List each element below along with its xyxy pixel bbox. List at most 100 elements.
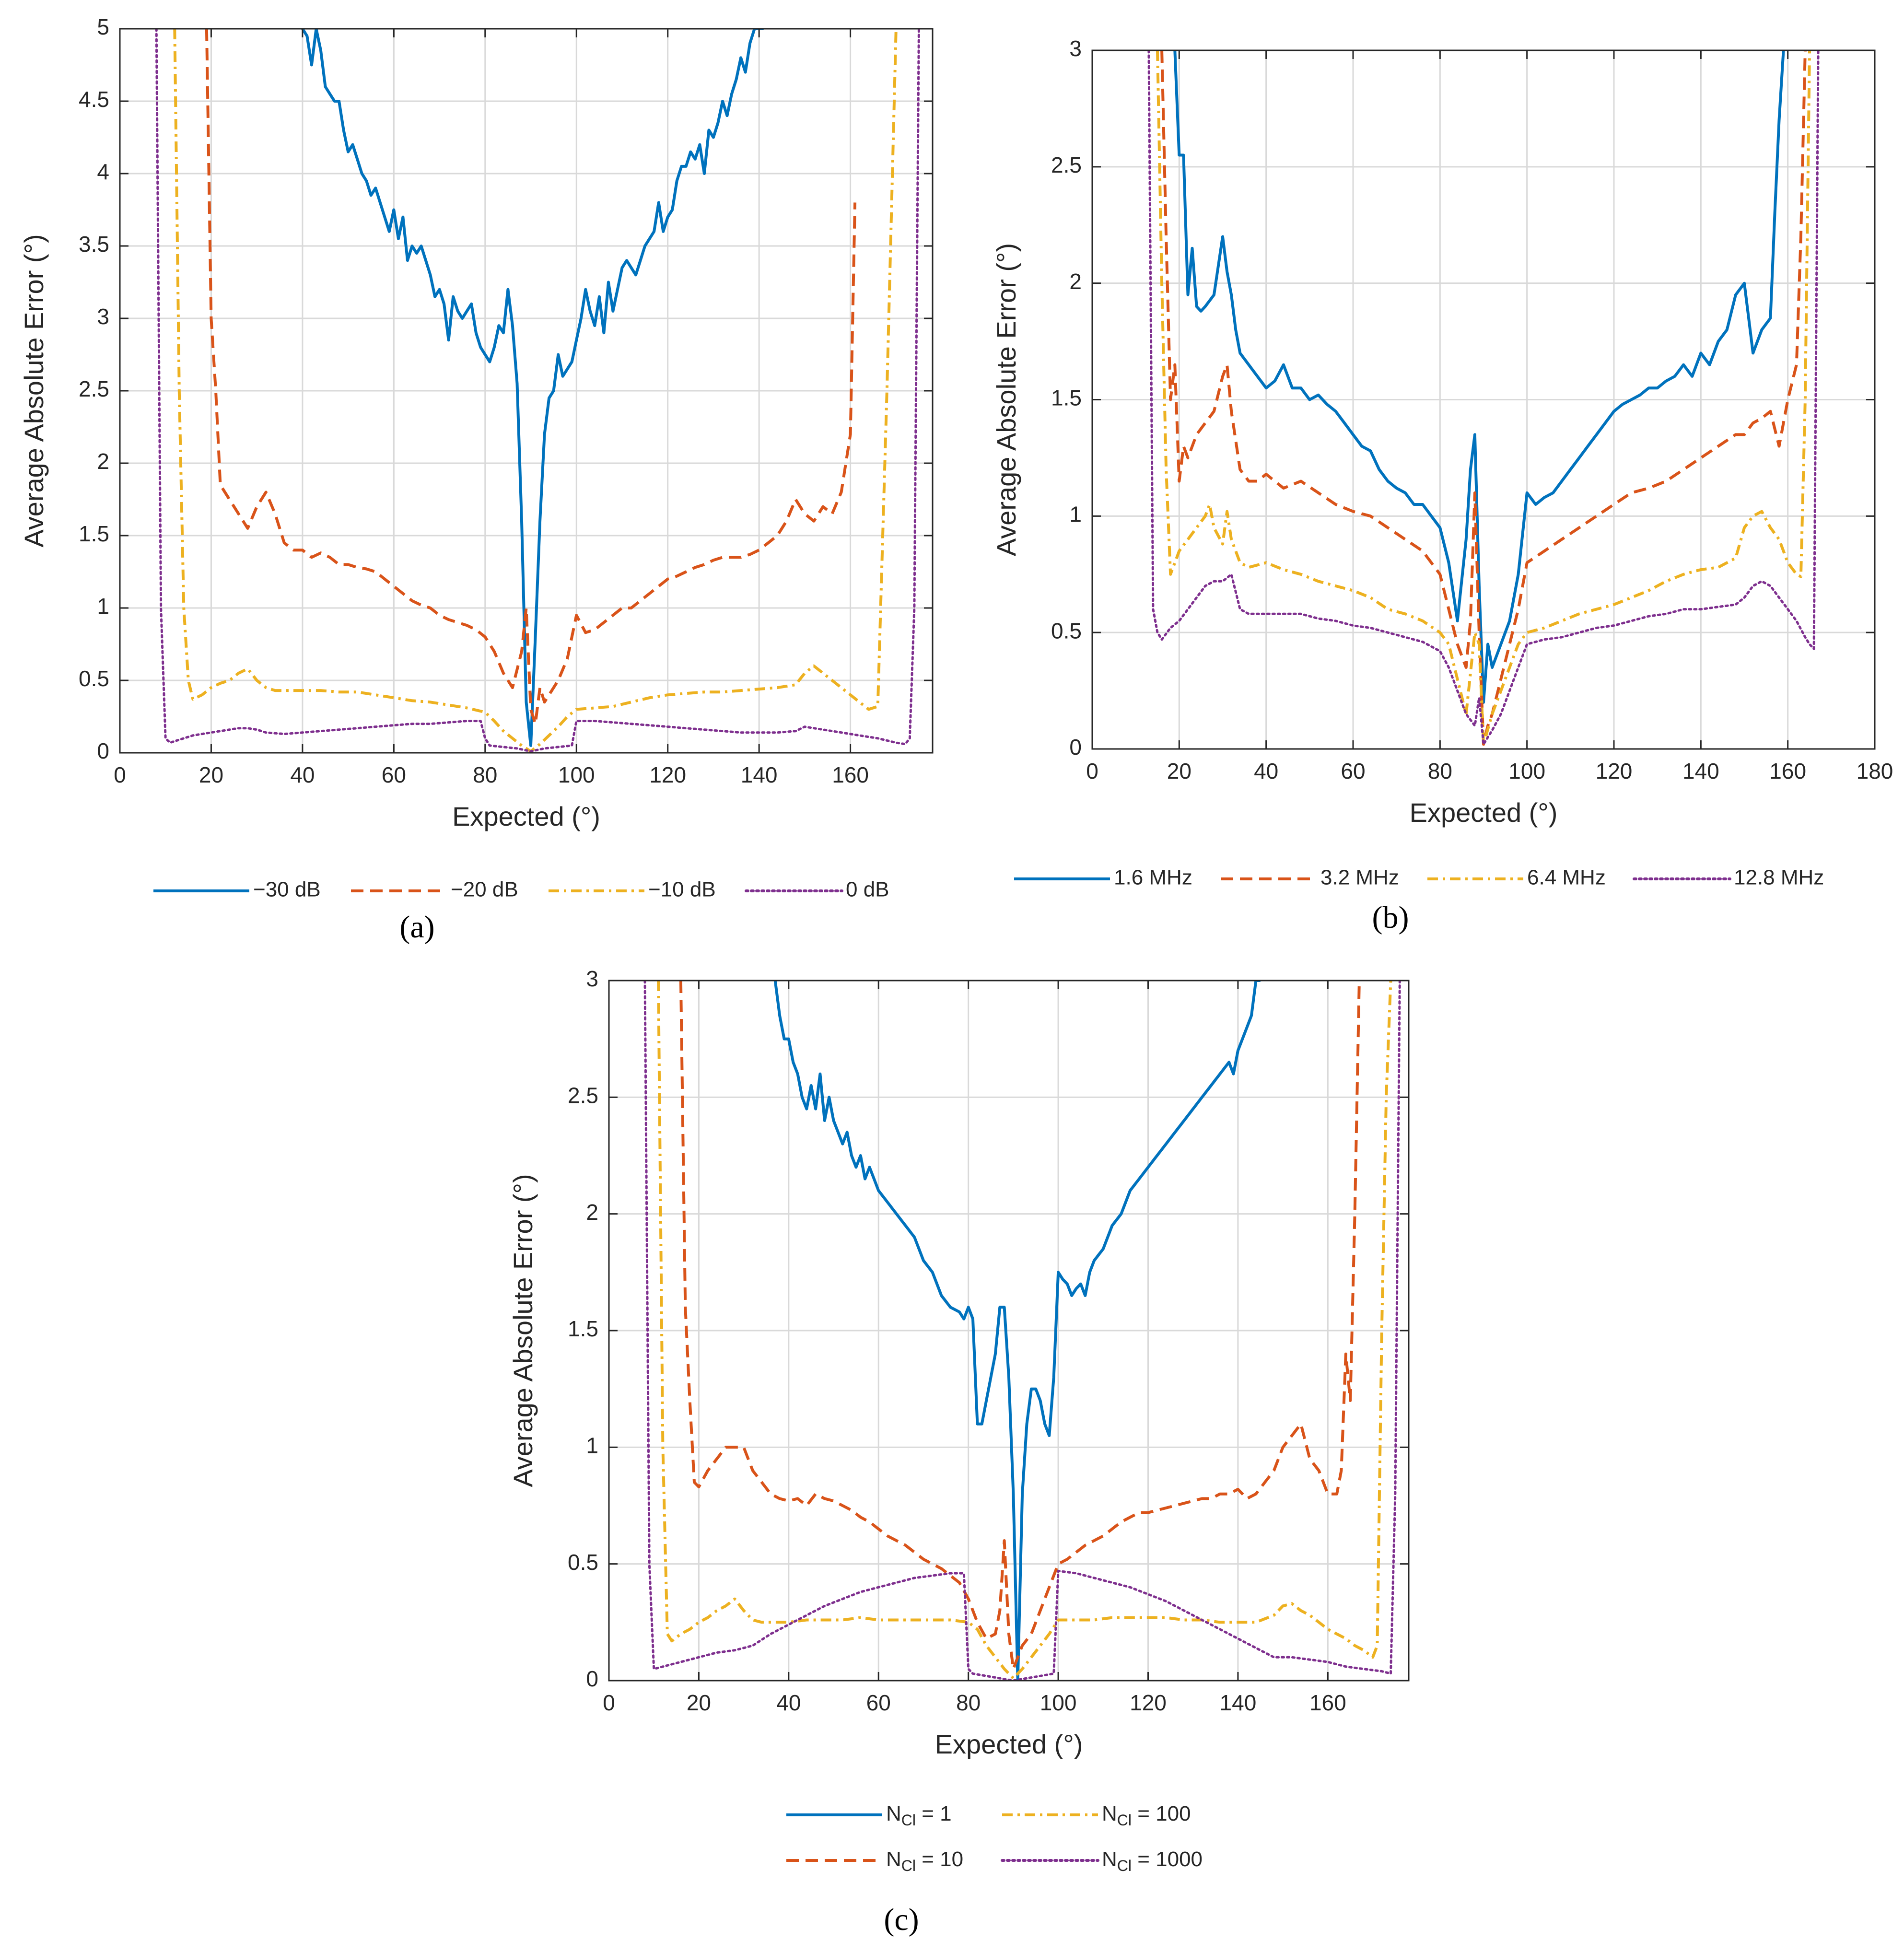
y-axis-label: Average Absolute Error (°) — [19, 234, 49, 547]
series-line-1 — [1173, 50, 1785, 704]
x-tick-label: 80 — [1428, 759, 1452, 783]
x-axis-label: Expected (°) — [1410, 797, 1558, 828]
legend-label: NCl = 10 — [886, 1847, 963, 1875]
legend-label-subscript: Cl — [901, 1857, 916, 1874]
chart-panel-c: 0 20 40 60 80 100 120 140 160 0 0.5 1 1.5 2 2.5 3 Expect… — [508, 966, 1410, 1937]
x-tick-label: 0 — [1086, 759, 1098, 783]
legend-label: NCl = 1000 — [1102, 1847, 1203, 1875]
x-tick-label: 40 — [1254, 759, 1278, 783]
legend-label-subscript: Cl — [1117, 1812, 1132, 1829]
x-tick-label: 40 — [776, 1690, 801, 1715]
y-tick-label: 3 — [586, 966, 598, 991]
x-tick-label: 160 — [1309, 1690, 1346, 1715]
legend-label-tail: = 100 — [1132, 1802, 1191, 1825]
x-tick-label: 100 — [1508, 759, 1545, 783]
legend: −30 dB −20 dB −10 dB 0 dB — [153, 878, 889, 901]
legend-label: −20 dB — [451, 878, 518, 901]
legend-item-1: NCl = 1 — [786, 1802, 952, 1829]
panel-label: (a) — [399, 910, 434, 945]
x-tick-label: 120 — [649, 762, 686, 787]
series-line-1 — [773, 981, 1261, 1681]
y-tick-label: 0 — [97, 738, 109, 763]
x-tick-label: 0 — [603, 1690, 615, 1715]
legend-label: 12.8 MHz — [1734, 866, 1824, 889]
x-tick-label: 160 — [832, 762, 869, 787]
legend: 1.6 MHz 3.2 MHz 6.4 MHz 12.8 MHz — [1014, 866, 1824, 889]
x-tick-label: 60 — [1341, 759, 1365, 783]
x-tick-label: 40 — [290, 762, 315, 787]
legend-label-tail: = 1000 — [1132, 1847, 1203, 1871]
y-tick-label: 3 — [97, 304, 109, 329]
legend-item-2: NCl = 10 — [786, 1847, 963, 1875]
legend-item-3: NCl = 100 — [1002, 1802, 1191, 1829]
x-tick-label: 20 — [1167, 759, 1191, 783]
y-tick-label: 3.5 — [79, 232, 109, 257]
legend-label: 0 dB — [846, 878, 889, 901]
series-line-4 — [1147, 50, 1820, 746]
series-line-1 — [301, 29, 764, 747]
y-tick-label: 5 — [97, 14, 109, 39]
legend-item-3: 6.4 MHz — [1427, 866, 1606, 889]
y-tick-label: 1 — [1069, 502, 1082, 526]
series-line-2 — [679, 981, 1361, 1671]
legend-label: NCl = 1 — [886, 1802, 952, 1829]
x-tick-label: 120 — [1596, 759, 1633, 783]
legend-item-2: 3.2 MHz — [1221, 866, 1399, 889]
x-tick-label: 20 — [199, 762, 223, 787]
legend-item-4: 0 dB — [745, 878, 889, 901]
y-tick-label: 2.5 — [79, 376, 109, 401]
x-tick-label: 80 — [473, 762, 497, 787]
series-line-3 — [657, 981, 1392, 1680]
y-tick-label: 1.5 — [1051, 386, 1082, 410]
y-tick-label: 0 — [1069, 735, 1082, 760]
legend-label-main: N — [886, 1847, 901, 1871]
y-tick-label: 1 — [97, 594, 109, 619]
legend-label-subscript: Cl — [1117, 1857, 1132, 1874]
legend-item-1: −30 dB — [153, 878, 321, 901]
series-line-4 — [155, 29, 920, 753]
legend-item-4: NCl = 1000 — [1001, 1847, 1203, 1875]
legend-label: 3.2 MHz — [1320, 866, 1399, 889]
x-tick-label: 140 — [1682, 759, 1719, 783]
y-tick-label: 2 — [586, 1200, 598, 1225]
x-tick-label: 60 — [382, 762, 406, 787]
x-tick-label: 180 — [1857, 759, 1893, 783]
x-tick-label: 100 — [558, 762, 595, 787]
legend-label-subscript: Cl — [901, 1812, 916, 1829]
x-tick-label: 80 — [956, 1690, 981, 1715]
legend-item-2: −20 dB — [351, 878, 518, 901]
y-axis-label: Average Absolute Error (°) — [991, 243, 1021, 556]
series-line-3 — [1156, 50, 1811, 746]
legend-label: −10 dB — [648, 878, 716, 901]
legend-label: NCl = 100 — [1102, 1802, 1191, 1829]
chart-panel-b: 0 20 40 60 80 100 120 140 160 180 0 0.5 1 1.5 2 2.5 3 Exp… — [991, 36, 1893, 935]
x-tick-label: 140 — [741, 762, 778, 787]
legend-label-main: N — [1102, 1847, 1117, 1871]
y-tick-label: 1 — [586, 1433, 598, 1458]
x-tick-label: 120 — [1130, 1690, 1167, 1715]
y-axis-label: Average Absolute Error (°) — [508, 1174, 538, 1487]
y-tick-label: 2.5 — [568, 1083, 598, 1108]
legend-label-tail: = 1 — [916, 1802, 952, 1825]
y-tick-label: 3 — [1069, 36, 1082, 61]
y-tick-label: 0 — [586, 1666, 598, 1691]
legend-label-tail: = 10 — [916, 1847, 963, 1871]
legend-label: 1.6 MHz — [1114, 866, 1192, 889]
legend-item-1: 1.6 MHz — [1014, 866, 1192, 889]
legend-label: −30 dB — [253, 878, 321, 901]
y-tick-label: 0.5 — [568, 1550, 598, 1575]
series-line-2 — [1160, 50, 1807, 746]
x-axis-label: Expected (°) — [452, 801, 600, 831]
legend-item-4: 12.8 MHz — [1633, 866, 1824, 889]
x-tick-label: 140 — [1220, 1690, 1257, 1715]
panel-label: (b) — [1372, 900, 1409, 935]
y-tick-label: 1.5 — [79, 521, 109, 546]
y-tick-label: 4.5 — [79, 87, 109, 112]
y-tick-label: 2 — [1069, 269, 1082, 294]
x-tick-label: 160 — [1769, 759, 1806, 783]
x-tick-label: 100 — [1040, 1690, 1077, 1715]
legend-label: 6.4 MHz — [1527, 866, 1606, 889]
y-tick-label: 2 — [97, 449, 109, 474]
